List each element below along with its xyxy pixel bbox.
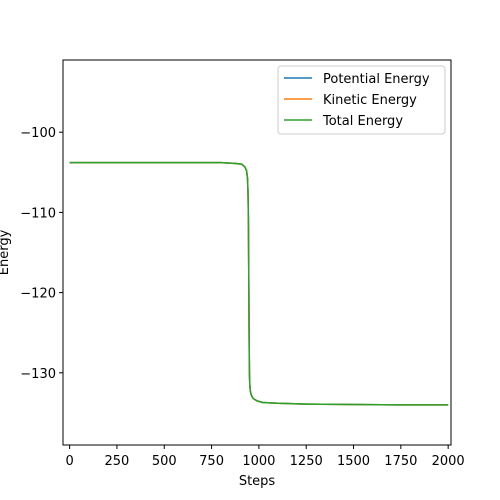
series-line-1 bbox=[69, 161, 449, 406]
x-tick-label-0: 0 bbox=[65, 454, 73, 469]
legend-label-0: Potential Energy bbox=[323, 72, 430, 87]
y-tick-label-2: −120 bbox=[20, 287, 56, 302]
x-tick-label-5: 1250 bbox=[290, 454, 323, 469]
x-tick-label-6: 1500 bbox=[337, 454, 370, 469]
plot-lines bbox=[69, 161, 449, 406]
y-tick-label-0: −100 bbox=[20, 126, 56, 141]
series-line-2 bbox=[69, 161, 449, 406]
x-axis-label: Steps bbox=[239, 474, 276, 489]
x-axis-ticks: 0 250 500 750 1000 1250 1500 1750 2000 bbox=[65, 445, 465, 469]
x-tick-label-1: 250 bbox=[105, 454, 130, 469]
y-tick-label-3: −130 bbox=[20, 367, 56, 382]
y-tick-label-1: −110 bbox=[20, 206, 56, 221]
series-line-0 bbox=[69, 161, 449, 406]
plot-frame bbox=[62, 59, 452, 446]
x-tick-label-7: 1750 bbox=[384, 454, 417, 469]
x-tick-label-4: 1000 bbox=[242, 454, 275, 469]
legend-box bbox=[277, 65, 446, 135]
y-axis-label: Energy bbox=[0, 229, 12, 275]
x-tick-label-8: 2000 bbox=[432, 454, 465, 469]
legend-label-1: Kinetic Energy bbox=[323, 93, 417, 108]
x-tick-label-3: 750 bbox=[199, 454, 224, 469]
x-tick-label-2: 500 bbox=[152, 454, 177, 469]
y-axis-ticks: −100 −110 −120 −130 bbox=[20, 126, 63, 382]
legend-label-2: Total Energy bbox=[322, 114, 403, 129]
legend: Potential Energy Kinetic Energy Total Ener… bbox=[277, 65, 446, 135]
